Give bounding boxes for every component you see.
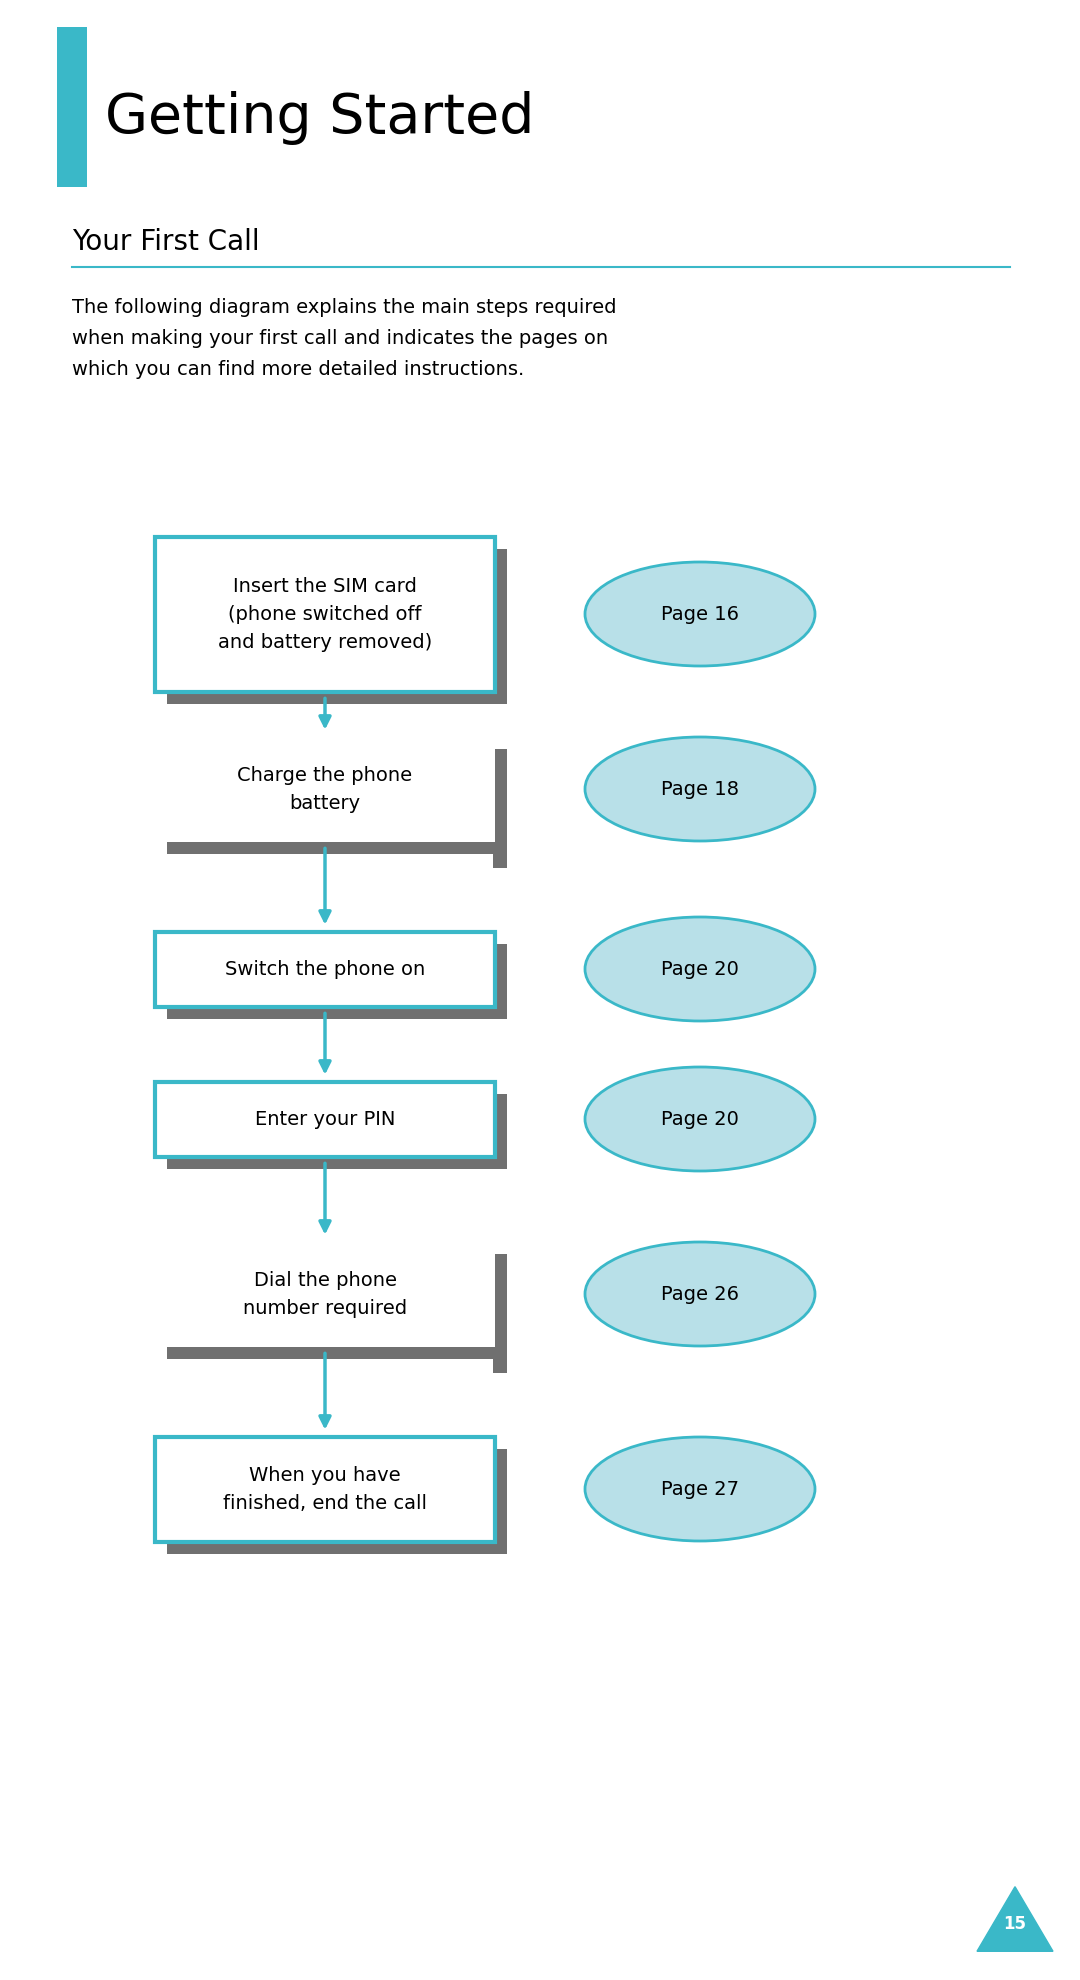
Text: Page 26: Page 26 — [661, 1285, 739, 1305]
Text: Page 20: Page 20 — [661, 960, 739, 978]
Bar — [167, 944, 507, 1020]
Text: Page 20: Page 20 — [661, 1111, 739, 1129]
Bar — [167, 840, 507, 853]
Ellipse shape — [585, 1241, 815, 1346]
Text: Dial the phone
number required: Dial the phone number required — [243, 1271, 407, 1319]
Bar — [156, 1081, 495, 1156]
Bar — [156, 537, 495, 693]
Bar — [167, 1093, 507, 1168]
Bar — [167, 1449, 507, 1554]
Text: Page 27: Page 27 — [661, 1479, 739, 1499]
Text: Your First Call: Your First Call — [72, 228, 259, 255]
Bar — [492, 748, 507, 867]
Bar — [156, 737, 495, 841]
Bar — [156, 1241, 495, 1346]
Bar — [167, 1344, 507, 1358]
Ellipse shape — [585, 562, 815, 667]
Bar — [167, 548, 507, 705]
Bar — [156, 933, 495, 1008]
Ellipse shape — [585, 739, 815, 842]
Text: The following diagram explains the main steps required
when making your first ca: The following diagram explains the main … — [72, 297, 617, 378]
Text: Charge the phone
battery: Charge the phone battery — [238, 766, 413, 814]
Text: 15: 15 — [1003, 1915, 1026, 1932]
Text: Page 16: Page 16 — [661, 606, 739, 624]
Ellipse shape — [585, 1067, 815, 1172]
Text: Page 18: Page 18 — [661, 780, 739, 800]
Bar — [492, 1253, 507, 1372]
Ellipse shape — [585, 1437, 815, 1540]
Polygon shape — [977, 1887, 1053, 1952]
Bar — [57, 28, 87, 188]
Text: Getting Started: Getting Started — [105, 91, 535, 145]
Text: When you have
finished, end the call: When you have finished, end the call — [222, 1465, 427, 1513]
Text: Insert the SIM card
(phone switched off
and battery removed): Insert the SIM card (phone switched off … — [218, 578, 432, 651]
Text: Switch the phone on: Switch the phone on — [225, 960, 426, 978]
Ellipse shape — [585, 917, 815, 1022]
Text: Enter your PIN: Enter your PIN — [255, 1111, 395, 1129]
Bar — [156, 1437, 495, 1542]
